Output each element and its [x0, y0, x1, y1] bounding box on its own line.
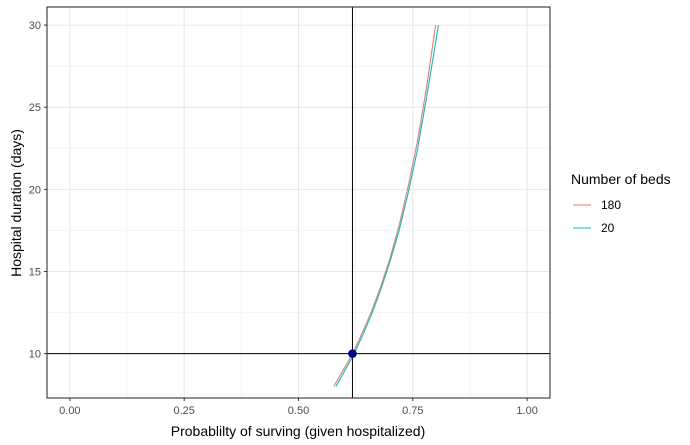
- y-tick-label: 30: [29, 20, 41, 32]
- legend-items: 180 20: [573, 198, 621, 235]
- x-tick-label: 0.75: [402, 405, 423, 417]
- y-tick-label: 25: [29, 102, 41, 114]
- legend: Number of beds 180 20: [571, 171, 671, 235]
- y-tick-label: 10: [29, 349, 41, 361]
- x-tick-label: 0.25: [173, 405, 194, 417]
- y-tick-label: 15: [29, 267, 41, 279]
- y-tick-label: 20: [29, 184, 41, 196]
- x-axis-title: Probablilty of surving (given hospitaliz…: [171, 423, 425, 439]
- legend-title: Number of beds: [571, 171, 671, 187]
- x-tick-label: 1.00: [516, 405, 537, 417]
- legend-label-20: 20: [601, 221, 615, 235]
- highlight-point: [348, 349, 357, 358]
- x-axis: 0.00 0.25 0.50 0.75 1.00: [59, 398, 538, 417]
- x-tick-label: 0.00: [59, 405, 80, 417]
- y-axis: 10 15 20 25 30: [29, 20, 47, 361]
- y-axis-title: Hospital duration (days): [8, 129, 24, 277]
- reference-lines: [47, 7, 550, 398]
- highlight-layer: [348, 349, 357, 358]
- x-tick-label: 0.50: [288, 405, 309, 417]
- legend-label-180: 180: [601, 198, 621, 212]
